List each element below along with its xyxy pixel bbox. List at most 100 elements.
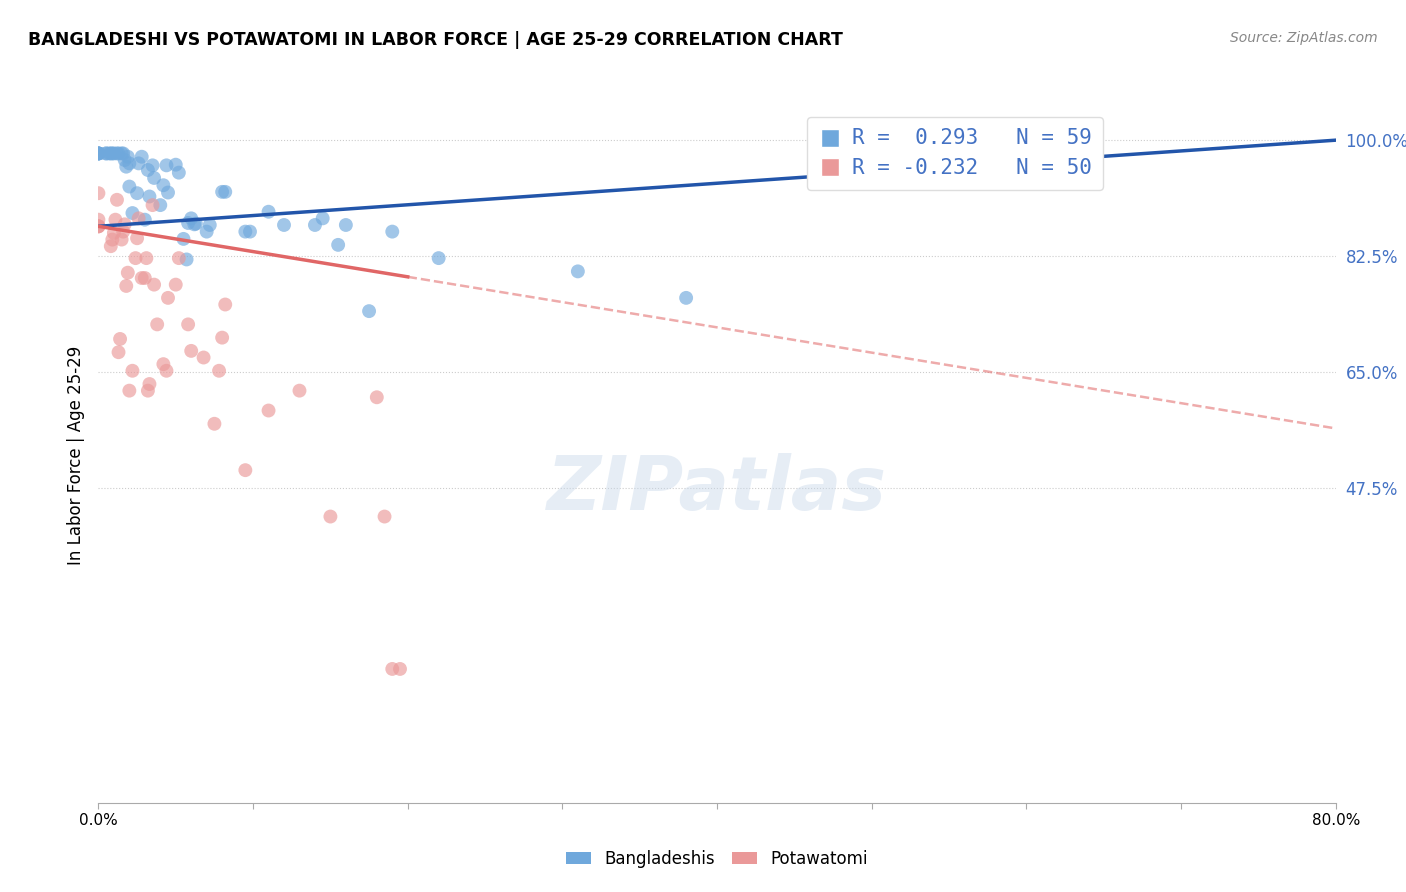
Point [172, 232, 194, 246]
Point [131, 271, 153, 285]
Point [111, 146, 132, 161]
Legend: Bangladeshis, Potawatomi: Bangladeshis, Potawatomi [560, 843, 875, 874]
Point [381, 225, 404, 239]
Point [167, 251, 190, 265]
Point [105, 193, 128, 207]
Point [388, 662, 412, 676]
Point [304, 218, 326, 232]
Point [165, 158, 187, 172]
Point [101, 146, 124, 161]
Point [87, 219, 110, 234]
Point [118, 384, 141, 398]
Point [366, 390, 388, 404]
Point [96, 146, 118, 161]
Point [141, 158, 165, 172]
Point [87, 146, 110, 161]
Point [141, 198, 165, 212]
Point [107, 146, 129, 161]
Point [100, 146, 122, 161]
Point [118, 179, 141, 194]
Point [176, 252, 198, 267]
Point [101, 233, 124, 247]
Point [165, 277, 187, 292]
Point [103, 146, 125, 161]
Point [214, 185, 236, 199]
Point [115, 279, 138, 293]
Point [381, 662, 404, 676]
Point [134, 271, 156, 285]
Point [117, 266, 139, 280]
Point [143, 277, 166, 292]
Point [233, 463, 257, 477]
Point [87, 219, 110, 234]
Point [204, 417, 226, 431]
Point [208, 364, 231, 378]
Point [177, 216, 200, 230]
Point [195, 225, 218, 239]
Point [87, 146, 110, 161]
Point [118, 156, 141, 170]
Point [193, 351, 215, 365]
Point [257, 204, 280, 219]
Point [149, 198, 172, 212]
Point [152, 357, 174, 371]
Point [131, 150, 153, 164]
Point [567, 264, 589, 278]
Point [312, 211, 335, 226]
Point [136, 163, 159, 178]
Point [105, 146, 128, 161]
Point [98, 146, 121, 161]
Point [319, 509, 342, 524]
Point [127, 186, 149, 201]
Point [135, 251, 157, 265]
Point [87, 146, 110, 161]
Point [112, 225, 135, 239]
Point [124, 251, 146, 265]
Point [114, 153, 136, 167]
Point [326, 238, 350, 252]
Point [134, 212, 156, 227]
Point [233, 225, 257, 239]
Point [87, 186, 110, 201]
Point [146, 318, 169, 332]
Point [184, 217, 207, 231]
Point [214, 297, 236, 311]
Point [183, 217, 205, 231]
Point [112, 146, 135, 161]
Point [114, 217, 136, 231]
Point [357, 304, 380, 318]
Point [136, 384, 159, 398]
Point [211, 331, 233, 345]
Point [117, 150, 139, 164]
Point [155, 158, 177, 172]
Point [180, 343, 202, 358]
Point [108, 332, 131, 346]
Point [288, 384, 311, 398]
Text: Source: ZipAtlas.com: Source: ZipAtlas.com [1230, 31, 1378, 45]
Point [127, 231, 149, 245]
Point [100, 239, 122, 253]
Point [96, 146, 118, 161]
Point [104, 212, 127, 227]
Point [87, 146, 110, 161]
Point [335, 218, 357, 232]
Point [211, 185, 233, 199]
Point [155, 364, 177, 378]
Point [427, 251, 450, 265]
Point [180, 211, 202, 226]
Point [128, 156, 150, 170]
Point [138, 189, 160, 203]
Point [143, 170, 166, 185]
Point [257, 403, 280, 417]
Point [115, 160, 138, 174]
Point [157, 291, 180, 305]
Point [273, 218, 295, 232]
Point [103, 226, 125, 240]
Point [931, 133, 953, 147]
Point [87, 219, 110, 234]
Point [138, 377, 160, 392]
Point [111, 233, 132, 247]
Point [675, 291, 697, 305]
Text: ZIPatlas: ZIPatlas [547, 453, 887, 526]
Point [177, 318, 200, 332]
